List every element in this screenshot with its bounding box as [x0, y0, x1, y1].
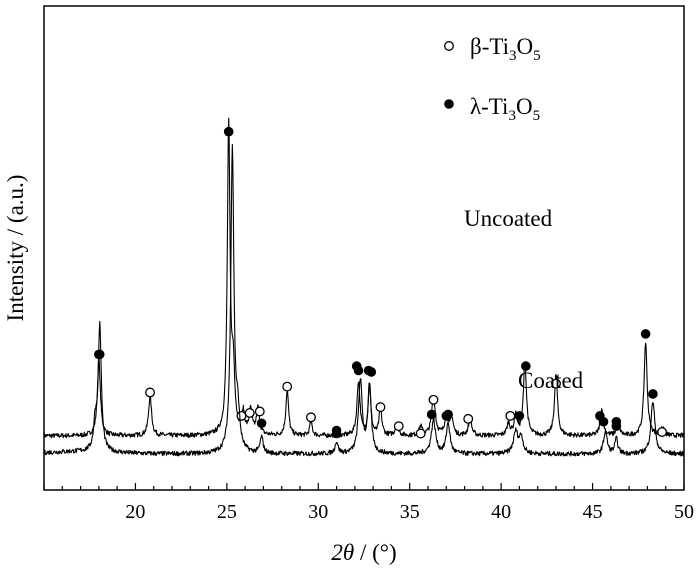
- curve-labels: Uncoated Coated: [464, 206, 584, 393]
- curve-label-uncoated: Uncoated: [464, 206, 553, 231]
- marker-filled-coated-9: [611, 421, 622, 431]
- marker-filled-uncoated-2: [223, 126, 234, 137]
- marker-open-uncoated-7: [306, 412, 316, 423]
- x-tick-label-50: 50: [674, 501, 694, 523]
- marker-filled-coated-5: [426, 409, 437, 420]
- x-tick-label-20: 20: [125, 501, 145, 523]
- plot-layer: [43, 117, 685, 457]
- marker-filled-coated-7: [514, 411, 525, 421]
- legend-entry-lambda: λ-Ti3O5: [470, 94, 540, 124]
- marker-open-uncoated-13: [415, 428, 426, 439]
- marker-open-uncoated-19: [551, 378, 561, 389]
- marker-open-uncoated-3: [236, 410, 247, 421]
- marker-open-uncoated-11: [375, 402, 386, 413]
- marker-open-uncoated-4: [244, 408, 255, 418]
- legend-filled-circle-icon: [444, 99, 454, 109]
- marker-filled-coated-1: [256, 418, 267, 429]
- legend: β-Ti3O5 λ-Ti3O5: [444, 34, 541, 124]
- marker-open-uncoated-5: [254, 406, 265, 417]
- series-line-coated: [43, 143, 685, 457]
- curve-label-coated: Coated: [518, 368, 584, 393]
- x-axis-title: 2θ / (°): [331, 540, 396, 565]
- marker-open-uncoated-1: [145, 387, 156, 398]
- marker-open-uncoated-6: [282, 381, 293, 392]
- marker-open-uncoated-17: [505, 410, 516, 421]
- marker-filled-coated-4: [363, 365, 374, 376]
- x-tick-label-45: 45: [583, 501, 603, 523]
- marker-filled-coated-2: [331, 425, 342, 436]
- marker-filled-coated-3: [353, 365, 364, 376]
- x-axis-theta: 2θ: [331, 540, 354, 565]
- marker-filled-coated-6: [443, 409, 453, 420]
- x-tick-label-25: 25: [217, 501, 237, 523]
- marker-open-uncoated-14: [428, 394, 439, 405]
- x-axis-unit: / (°): [354, 540, 396, 565]
- plot-frame: [43, 5, 685, 491]
- marker-open-uncoated-12: [393, 421, 404, 432]
- legend-entry-beta: β-Ti3O5: [470, 34, 541, 64]
- marker-filled-coated-10: [648, 389, 658, 399]
- marker-filled-uncoated-22: [640, 329, 651, 339]
- marker-open-uncoated-23: [657, 427, 668, 437]
- y-axis-title: Intensity / (a.u.): [3, 175, 28, 322]
- x-tick-label-40: 40: [491, 501, 511, 523]
- marker-filled-coated-8: [598, 416, 609, 427]
- marker-filled-coated-0: [94, 349, 105, 360]
- marker-filled-uncoated-18: [521, 361, 531, 371]
- series-line-uncoated: [43, 117, 685, 439]
- x-tick-label-30: 30: [308, 501, 328, 523]
- legend-open-circle-icon: [444, 41, 454, 51]
- marker-open-uncoated-16: [463, 413, 474, 424]
- x-tick-label-35: 35: [400, 501, 420, 523]
- x-axis-ticks: 20 25 30 35 40 45 50: [43, 483, 694, 523]
